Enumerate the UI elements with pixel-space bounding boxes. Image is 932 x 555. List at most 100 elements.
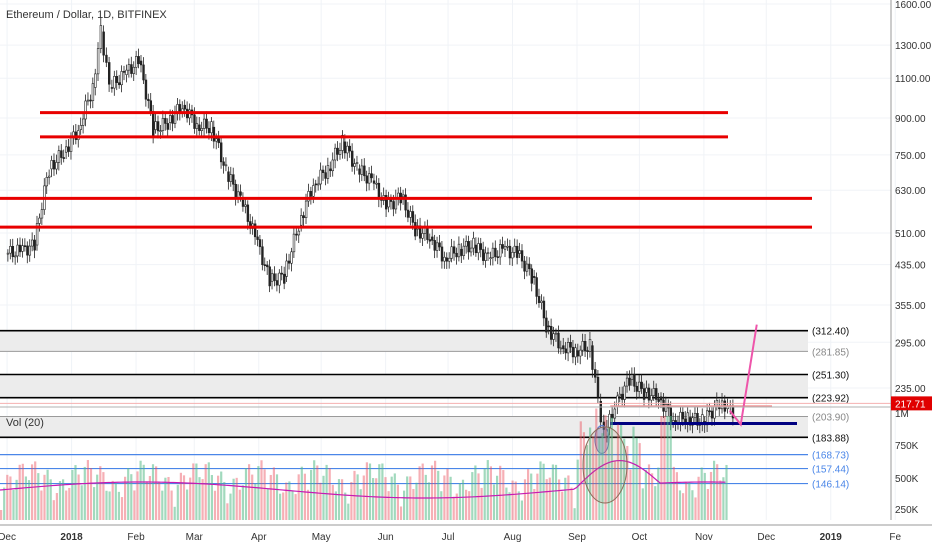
volume-bar [527, 469, 530, 520]
candle-body [443, 256, 446, 262]
volume-circle-marker [582, 426, 628, 504]
candle-body [433, 240, 436, 251]
volume-bar [660, 416, 663, 520]
volume-bar [155, 466, 158, 520]
candle-body [67, 146, 70, 152]
x-tick-label: Feb [127, 532, 145, 543]
candle-body [503, 246, 507, 250]
x-tick-label: Aug [504, 532, 522, 543]
candle-body [149, 100, 153, 112]
volume-bar [415, 482, 418, 520]
candle-body [304, 200, 308, 218]
candle-body [205, 118, 208, 129]
candle-body [355, 162, 359, 164]
candle-body [278, 272, 281, 286]
candle-body [552, 333, 555, 340]
candle-body [6, 252, 10, 255]
candle-body [26, 245, 29, 256]
volume-bar [151, 464, 155, 520]
volume-bar [80, 485, 83, 520]
volume-bar [412, 488, 415, 520]
volume-tick-label: 1M [895, 409, 909, 420]
volume-bar [334, 491, 337, 520]
candle-body [341, 134, 344, 151]
volume-bar [275, 474, 279, 520]
volume-bar [384, 477, 387, 520]
volume-bar [706, 488, 709, 520]
y-tick-label: 1100.00 [895, 74, 931, 85]
volume-bar [638, 443, 641, 520]
volume-bar [601, 433, 604, 520]
volume-bar [83, 466, 86, 520]
candle-body [550, 326, 553, 340]
candle-body [655, 388, 658, 400]
candle-body [586, 350, 589, 352]
volume-bar [65, 490, 68, 520]
candle-body [113, 76, 116, 89]
volume-bar [260, 460, 263, 520]
axes: Dec 2018 Feb Mar Apr May Jun Jul Aug Sep Oct Nov Dec… [0, 0, 932, 543]
candle-body [147, 98, 150, 102]
candle-body [576, 350, 580, 357]
volume-bar [263, 469, 266, 520]
current-price-label: 217.71 [895, 399, 926, 410]
volume-bar [458, 483, 461, 520]
candle-body [599, 400, 602, 423]
candle-body [411, 211, 415, 223]
volume-bar [145, 481, 148, 520]
candle-body [469, 247, 473, 253]
candle-body [135, 56, 138, 68]
volume-bar [313, 460, 316, 520]
candle-body [511, 252, 514, 259]
level-label: (183.88) [812, 433, 849, 444]
volume-bar [322, 475, 325, 520]
volume-bar [434, 460, 437, 520]
candle-body [183, 104, 186, 110]
volume-bar [254, 483, 257, 520]
volume-bar [496, 475, 499, 520]
level-label: (157.44) [812, 465, 849, 476]
candle-body [353, 163, 356, 167]
candle-body [611, 413, 614, 419]
volume-bar [235, 477, 238, 520]
volume-bar [387, 491, 390, 520]
volume-bar [285, 482, 288, 520]
volume-bar [86, 460, 89, 520]
volume-bar [232, 478, 235, 520]
y-tick-label: 900.00 [895, 114, 926, 125]
candle-body [312, 185, 315, 197]
candle-body [581, 340, 584, 351]
volume-bar [657, 467, 660, 520]
candle-body [241, 199, 245, 207]
volume-ma-line [0, 459, 726, 499]
candle-body [239, 191, 242, 196]
candle-body [55, 162, 58, 170]
candle-body [542, 300, 546, 319]
volume-bar [564, 477, 567, 520]
candle-body [679, 411, 682, 424]
volume-bar [616, 424, 620, 520]
candle-body [329, 168, 332, 172]
volume-bar [709, 471, 713, 520]
volume-bar [589, 427, 592, 520]
candle-body [484, 252, 487, 261]
candle-body [540, 300, 543, 303]
volume-bar [74, 465, 77, 520]
candle-body [462, 245, 466, 256]
candle-body [125, 69, 128, 75]
volume-bar [539, 461, 542, 520]
volume-bar [430, 465, 434, 520]
candle-body [363, 165, 366, 177]
volume-bar [195, 463, 198, 520]
volume-bar [399, 506, 403, 520]
candle-body [159, 130, 162, 132]
x-tick-label: May [312, 532, 331, 543]
candle-body [229, 174, 233, 182]
level-label: (203.90) [812, 413, 849, 424]
y-tick-label: 1300.00 [895, 41, 932, 52]
candle-body [9, 246, 12, 254]
candle-body [710, 410, 714, 419]
candle-body [625, 377, 629, 387]
candle-body [588, 339, 592, 352]
